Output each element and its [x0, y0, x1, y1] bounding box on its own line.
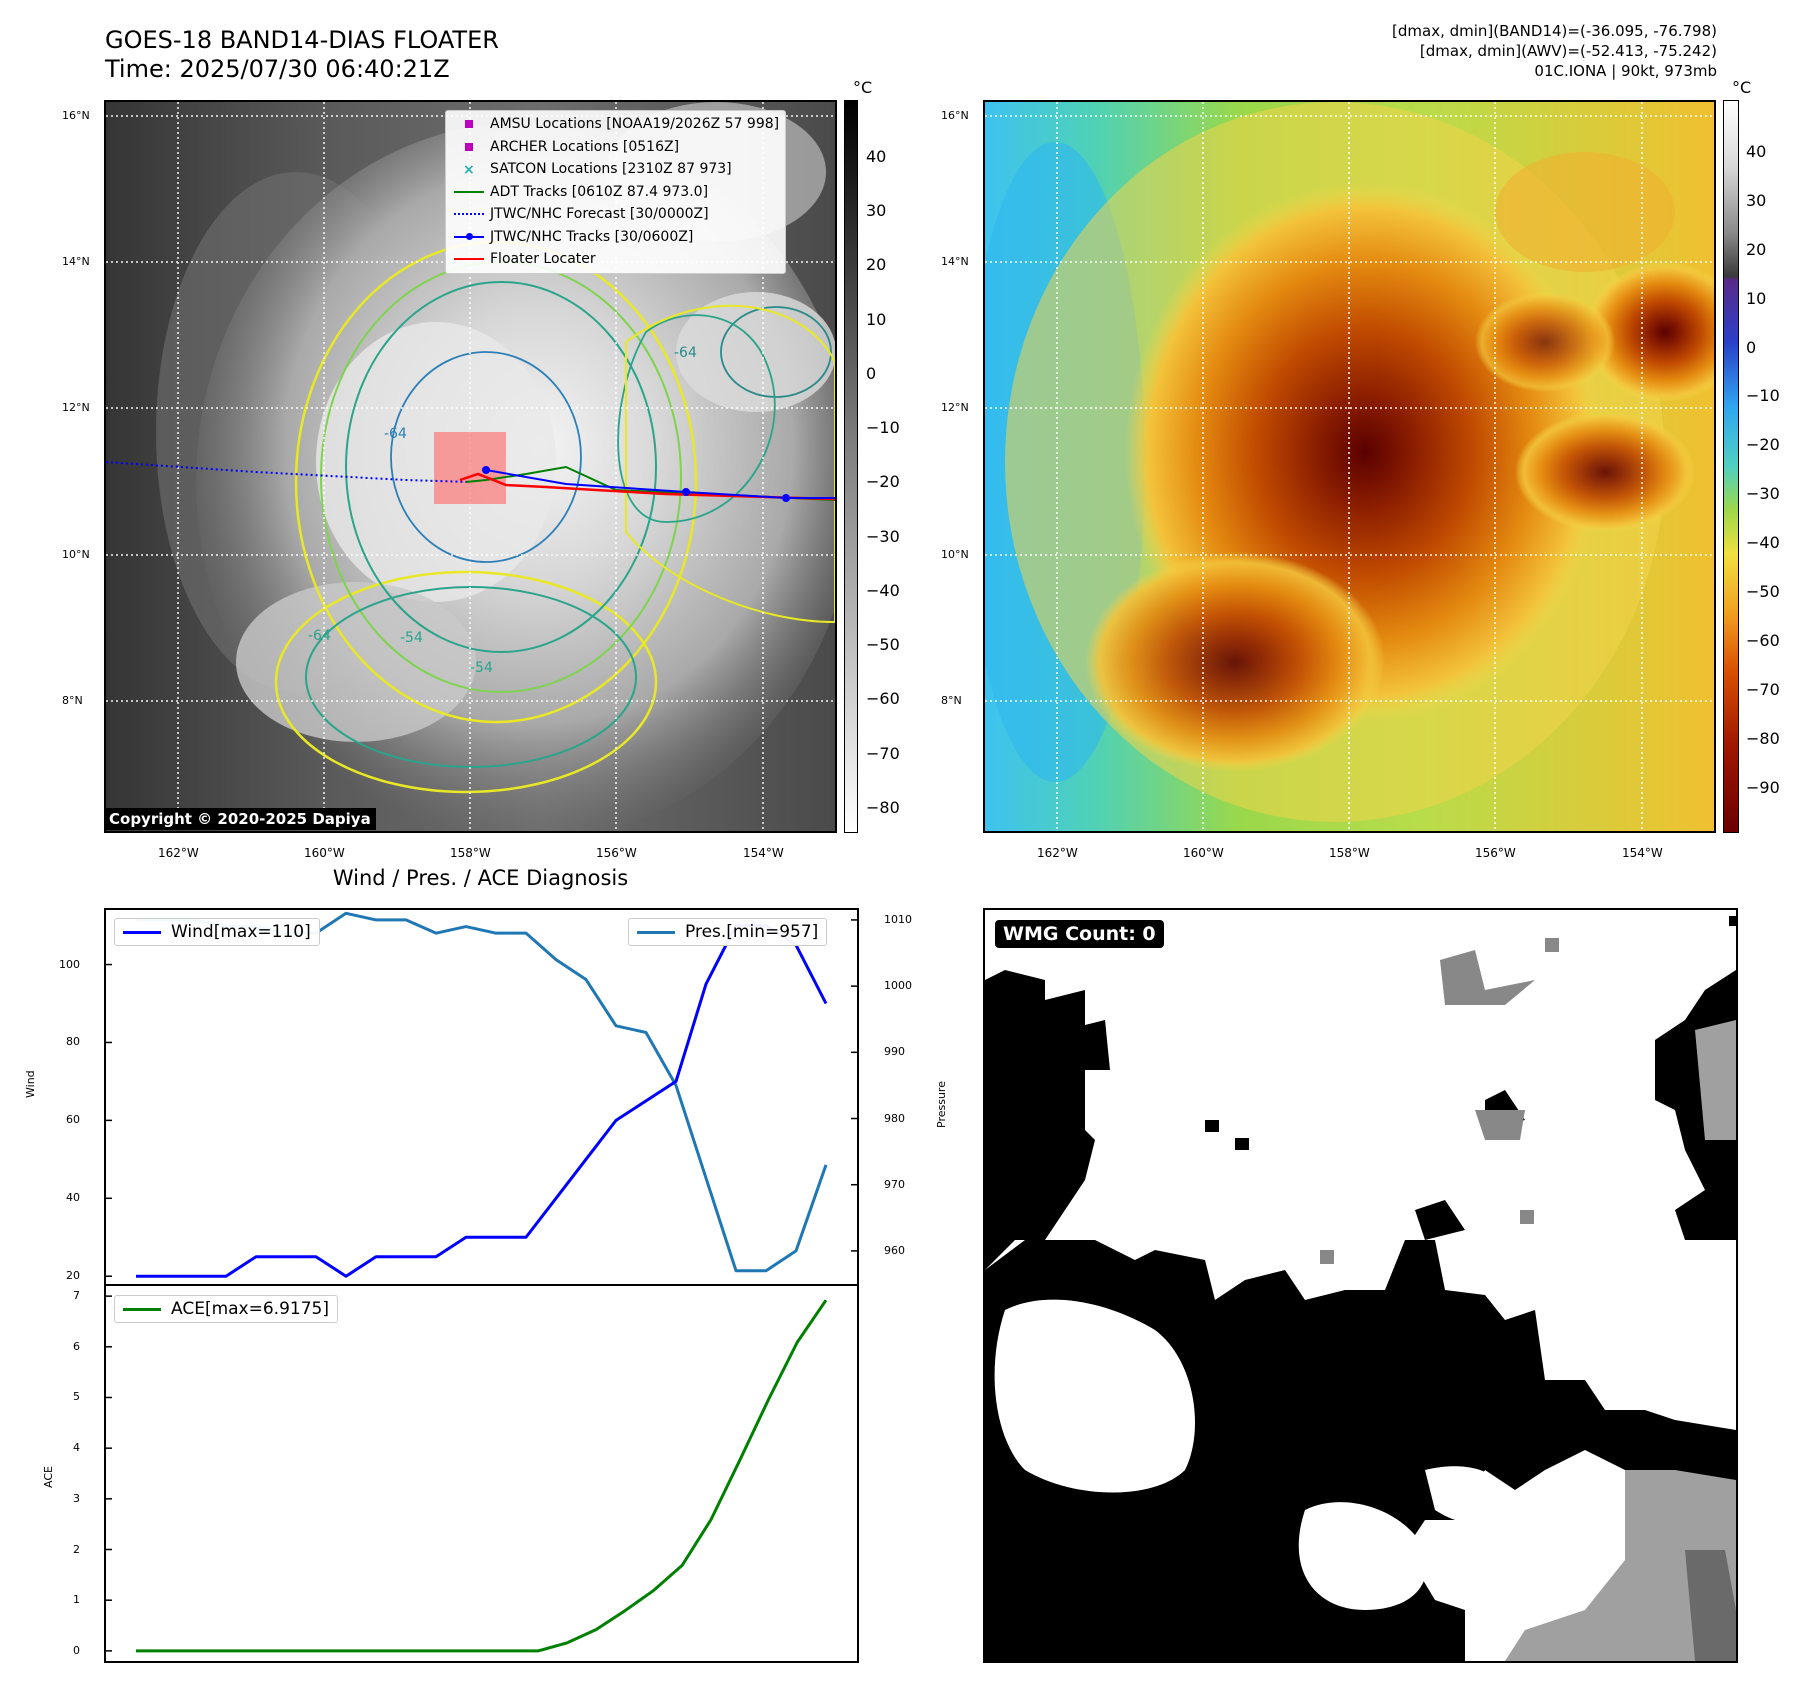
- colorbar-unit: °C: [1732, 78, 1752, 97]
- ace-series-line: [136, 1299, 828, 1653]
- wind-legend: Wind[max=110]: [114, 918, 320, 946]
- lon-label: 158°W: [450, 846, 491, 860]
- ace-axis-label: ACE: [42, 1466, 55, 1488]
- pressure-series-line: [136, 911, 828, 1273]
- lon-label: 156°W: [1475, 846, 1516, 860]
- ace-chart: [104, 1284, 859, 1663]
- lat-label: 14°N: [62, 255, 90, 268]
- awv-color-map: [983, 100, 1716, 833]
- dmax-band14: [dmax, dmin](BAND14)=(-36.095, -76.798): [1392, 22, 1717, 40]
- contour-label: -54: [400, 630, 423, 646]
- copyright-badge: Copyright © 2020-2025 Dapiya: [104, 808, 376, 830]
- contour-label: -64: [308, 628, 331, 644]
- wind-ytick-label: 20: [66, 1269, 80, 1283]
- legend-forecast: JTWC/NHC Forecast [30/0000Z]: [450, 203, 779, 226]
- ace-ytick-label: 4: [73, 1441, 80, 1455]
- wind-ytick-label: 40: [66, 1191, 80, 1205]
- lat-label: 8°N: [62, 694, 83, 707]
- lat-label: 16°N: [941, 109, 969, 122]
- lat-label: 10°N: [62, 548, 90, 561]
- ace-ytick-label: 1: [73, 1593, 80, 1607]
- ace-ytick-label: 6: [73, 1339, 80, 1353]
- legend-floater: Floater Locater: [450, 248, 779, 271]
- storm-info: 01C.IONA | 90kt, 973mb: [1534, 62, 1717, 80]
- wind-ytick-label: 60: [66, 1113, 80, 1127]
- pressure-axis-label: Pressure: [935, 1081, 948, 1128]
- pressure-ytick-label: 970: [884, 1177, 905, 1191]
- ace-ytick-label: 0: [73, 1643, 80, 1657]
- wind-pres-plot: [106, 911, 857, 1278]
- pressure-ytick-label: 1010: [884, 912, 912, 926]
- wmg-panel: [983, 908, 1738, 1663]
- lon-label: 162°W: [1037, 846, 1078, 860]
- pressure-ytick-label: 980: [884, 1111, 905, 1125]
- pressure-ytick-label: 990: [884, 1045, 905, 1059]
- legend-archer: ARCHER Locations [0516Z]: [450, 136, 779, 159]
- legend-satcon: × SATCON Locations [2310Z 87 973]: [463, 161, 732, 179]
- lat-label: 16°N: [62, 109, 90, 122]
- awv-map-image: [985, 102, 1714, 831]
- chart-time: Time: 2025/07/30 06:40:21Z: [105, 55, 450, 83]
- lat-label: 8°N: [941, 694, 962, 707]
- ace-ytick-label: 2: [73, 1542, 80, 1556]
- wind-axis-label: Wind: [24, 1070, 37, 1098]
- lat-label: 14°N: [941, 255, 969, 268]
- ace-plot: [106, 1295, 828, 1653]
- map-legend: AMSU Locations [NOAA19/2026Z 57 998] ARC…: [445, 110, 787, 274]
- lat-label: 12°N: [62, 401, 90, 414]
- lon-label: 160°W: [304, 846, 345, 860]
- pressure-ytick-label: 960: [884, 1243, 905, 1257]
- ace-ytick-label: 3: [73, 1491, 80, 1505]
- wmg-count-badge: WMG Count: 0: [995, 920, 1164, 948]
- pressure-legend: Pres.[min=957]: [628, 918, 828, 946]
- lon-label: 158°W: [1329, 846, 1370, 860]
- chart-title: GOES-18 BAND14-DIAS FLOATER: [105, 26, 499, 54]
- contour-label: -54: [470, 660, 493, 676]
- colorbar-gray: [844, 100, 858, 833]
- legend-adt: ADT Tracks [0610Z 87.4 973.0]: [450, 181, 779, 204]
- wind-pres-chart: [104, 908, 859, 1286]
- legend-tracks: JTWC/NHC Tracks [30/0600Z]: [450, 226, 779, 249]
- ace-legend: ACE[max=6.9175]: [114, 1295, 338, 1323]
- colorbar-awv: [1723, 100, 1739, 833]
- wind-series-line: [136, 924, 828, 1278]
- dmax-awv: [dmax, dmin](AWV)=(-52.413, -75.242): [1419, 42, 1717, 60]
- lon-label: 156°W: [596, 846, 637, 860]
- lon-label: 154°W: [743, 846, 784, 860]
- wmg-mask-image: [985, 916, 1736, 1661]
- lat-label: 10°N: [941, 548, 969, 561]
- lon-label: 160°W: [1183, 846, 1224, 860]
- ace-ytick-label: 7: [73, 1289, 80, 1303]
- lat-label: 12°N: [941, 401, 969, 414]
- contour-label: -64: [384, 426, 407, 442]
- ace-ytick-label: 5: [73, 1390, 80, 1404]
- pressure-ytick-label: 1000: [884, 979, 912, 993]
- wind-ytick-label: 100: [59, 957, 80, 971]
- wind-ytick-label: 80: [66, 1035, 80, 1049]
- lon-label: 162°W: [158, 846, 199, 860]
- legend-amsu: AMSU Locations [NOAA19/2026Z 57 998]: [450, 113, 779, 136]
- contour-label: -64: [674, 345, 697, 361]
- diagnosis-title: Wind / Pres. / ACE Diagnosis: [332, 866, 629, 890]
- colorbar-unit: °C: [853, 78, 873, 97]
- lon-label: 154°W: [1622, 846, 1663, 860]
